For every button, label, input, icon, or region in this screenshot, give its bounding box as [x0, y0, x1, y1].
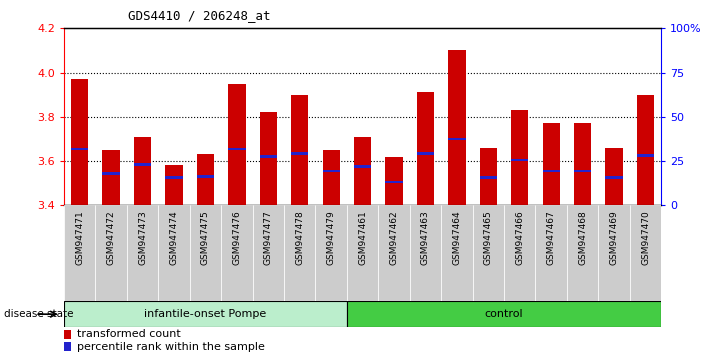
Bar — [316, 205, 347, 303]
Bar — [442, 205, 473, 303]
Text: GSM947475: GSM947475 — [201, 210, 210, 265]
Bar — [378, 205, 410, 303]
Bar — [480, 148, 497, 205]
Bar — [542, 170, 560, 172]
Bar — [102, 150, 119, 205]
Bar — [284, 205, 316, 303]
Text: GSM947471: GSM947471 — [75, 210, 84, 265]
Bar — [134, 163, 151, 166]
Bar — [71, 79, 88, 205]
Bar — [385, 156, 402, 205]
Text: infantile-onset Pompe: infantile-onset Pompe — [144, 309, 267, 319]
Text: GSM947474: GSM947474 — [169, 210, 178, 265]
Text: control: control — [485, 309, 523, 319]
Bar — [385, 181, 402, 183]
Text: GSM947472: GSM947472 — [107, 210, 116, 265]
Bar — [166, 165, 183, 205]
Text: GSM947463: GSM947463 — [421, 210, 430, 265]
Bar — [190, 205, 221, 303]
Bar — [448, 51, 466, 205]
Bar — [127, 205, 159, 303]
Bar — [473, 205, 504, 303]
Bar — [354, 137, 371, 205]
Text: GSM947467: GSM947467 — [547, 210, 556, 265]
Bar — [535, 205, 567, 303]
Bar — [64, 330, 71, 338]
Text: GSM947465: GSM947465 — [484, 210, 493, 265]
Text: GSM947470: GSM947470 — [641, 210, 650, 265]
Text: transformed count: transformed count — [77, 329, 181, 339]
Bar — [574, 170, 592, 172]
Bar — [64, 301, 347, 327]
Bar — [417, 152, 434, 155]
Text: GSM947479: GSM947479 — [326, 210, 336, 265]
Bar — [574, 124, 592, 205]
Text: GSM947464: GSM947464 — [452, 210, 461, 265]
Text: GSM947476: GSM947476 — [232, 210, 241, 265]
Bar — [323, 150, 340, 205]
Bar — [197, 175, 214, 178]
Bar — [480, 176, 497, 179]
Text: GSM947462: GSM947462 — [390, 210, 399, 265]
Bar — [637, 154, 654, 157]
Bar — [221, 205, 252, 303]
Bar — [166, 176, 183, 179]
Text: GSM947477: GSM947477 — [264, 210, 273, 265]
Bar — [448, 138, 466, 140]
Bar — [630, 205, 661, 303]
Bar — [260, 155, 277, 158]
Bar — [567, 205, 599, 303]
Bar — [511, 110, 528, 205]
Text: percentile rank within the sample: percentile rank within the sample — [77, 342, 265, 352]
Bar — [228, 148, 245, 150]
Bar — [71, 148, 88, 150]
Bar — [542, 124, 560, 205]
Text: GSM947469: GSM947469 — [609, 210, 619, 265]
Bar — [64, 342, 71, 351]
Bar — [260, 113, 277, 205]
Bar — [511, 159, 528, 161]
Bar — [323, 170, 340, 172]
Text: GDS4410 / 206248_at: GDS4410 / 206248_at — [128, 9, 270, 22]
Bar — [102, 172, 119, 175]
Text: GSM947461: GSM947461 — [358, 210, 367, 265]
Bar — [197, 154, 214, 205]
Bar — [228, 84, 245, 205]
Text: GSM947473: GSM947473 — [138, 210, 147, 265]
Bar — [252, 205, 284, 303]
Bar — [347, 301, 661, 327]
Bar — [134, 137, 151, 205]
Bar — [159, 205, 190, 303]
Bar — [354, 165, 371, 168]
Bar — [606, 176, 623, 179]
Bar — [95, 205, 127, 303]
Bar — [637, 95, 654, 205]
Bar — [599, 205, 630, 303]
Bar — [64, 205, 95, 303]
Bar — [347, 205, 378, 303]
Bar — [291, 152, 309, 155]
Text: GSM947468: GSM947468 — [578, 210, 587, 265]
Bar — [417, 92, 434, 205]
Text: GSM947466: GSM947466 — [515, 210, 524, 265]
Bar — [504, 205, 535, 303]
Text: GSM947478: GSM947478 — [295, 210, 304, 265]
Bar — [606, 148, 623, 205]
Bar — [291, 95, 309, 205]
Text: disease state: disease state — [4, 309, 73, 319]
Bar — [410, 205, 442, 303]
